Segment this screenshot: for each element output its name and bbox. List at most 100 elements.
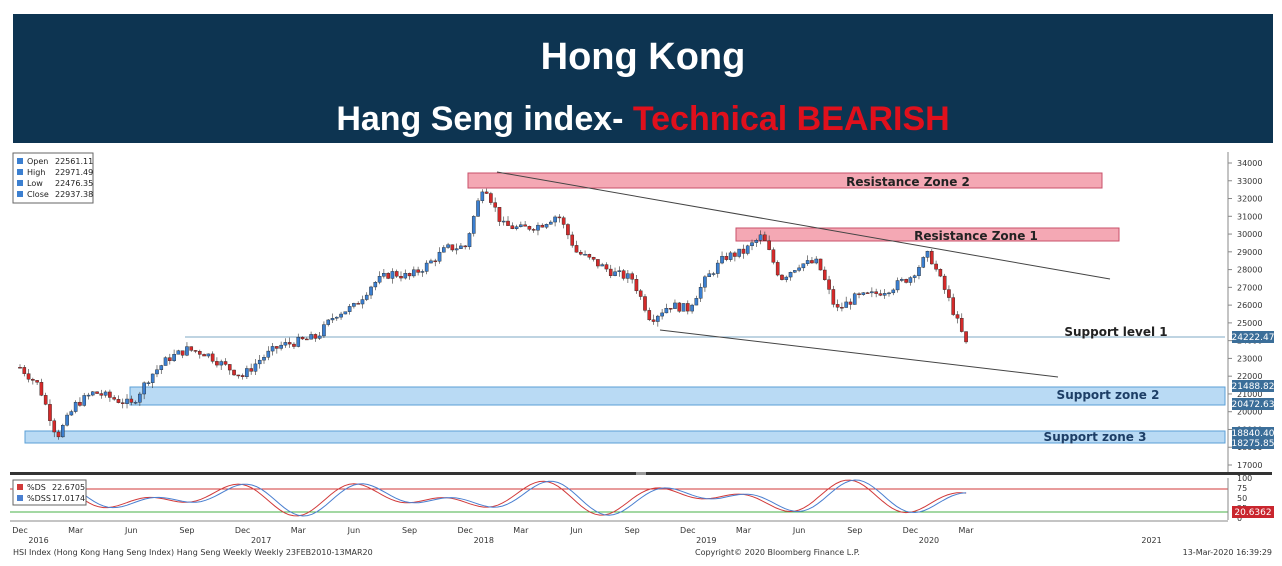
candle-up: [176, 350, 181, 355]
candle-up: [142, 382, 146, 395]
candle-down: [621, 270, 626, 279]
candle-down: [591, 256, 596, 260]
candle-up: [476, 200, 480, 217]
svg-text:%DSS: %DSS: [27, 494, 51, 503]
candle-down: [531, 229, 536, 231]
candle-up: [219, 361, 223, 366]
candle-down: [596, 259, 600, 267]
candle-up: [86, 394, 91, 397]
candle-up: [891, 289, 896, 294]
month-tick-label: Mar: [68, 526, 84, 535]
candle-down: [22, 367, 27, 374]
candle-up: [390, 271, 395, 279]
candle-up: [159, 365, 164, 370]
candle-up: [698, 286, 703, 299]
candle-up: [103, 391, 108, 396]
candle-up: [600, 264, 604, 267]
candle-up: [339, 313, 343, 318]
panel-divider-handle[interactable]: [636, 472, 646, 475]
month-tick-label: Dec: [680, 526, 695, 535]
support-zone-2: [129, 386, 1226, 406]
candle-up: [296, 336, 301, 347]
price-tick-label: 28000: [1237, 266, 1262, 275]
osc-price-tag: 20.6362: [1232, 506, 1274, 518]
candle-up: [459, 245, 463, 249]
price-tick-label: 31000: [1237, 212, 1262, 221]
month-tick-label: Mar: [513, 526, 529, 535]
candle-down: [394, 271, 399, 277]
candle-down: [934, 263, 938, 270]
svg-text:High: High: [27, 168, 45, 177]
candle-up: [917, 267, 921, 276]
candle-up: [150, 373, 155, 383]
candle-up: [681, 303, 686, 312]
osc-tick-label: 50: [1237, 494, 1247, 503]
candle-up: [206, 353, 211, 357]
candle-up: [334, 316, 339, 319]
candle-up: [720, 256, 724, 264]
price-tick-label: 32000: [1237, 195, 1262, 204]
price-tick-label: 21000: [1237, 390, 1262, 399]
price-tag-support3-top: 18840.40: [1232, 427, 1275, 439]
candle-down: [506, 220, 510, 226]
candle-down: [129, 398, 134, 403]
candle-up: [715, 262, 720, 274]
candle-up: [895, 280, 900, 291]
resistance-zone-2: [467, 172, 1103, 189]
candle-up: [707, 273, 712, 278]
candle-up: [745, 245, 750, 254]
candle-down: [433, 260, 438, 263]
candle-down: [643, 296, 647, 311]
candle-up: [65, 414, 69, 426]
candle-down: [638, 290, 643, 297]
candle-up: [270, 346, 275, 352]
month-tick-label: Jun: [124, 526, 138, 535]
candle-up: [172, 354, 176, 361]
candle-down: [26, 373, 31, 380]
candle-up: [750, 242, 754, 247]
candle-up: [887, 292, 891, 295]
subtitle-prefix: Hang Seng index-: [336, 100, 633, 138]
candle-up: [549, 221, 553, 225]
candle-up: [908, 277, 913, 283]
candle-down: [566, 224, 570, 236]
candle-down: [31, 379, 35, 381]
candle-up: [352, 303, 356, 307]
candle-down: [959, 318, 964, 332]
candle-down: [493, 202, 497, 208]
support-zone-3: [24, 430, 1226, 444]
candle-up: [737, 248, 741, 257]
resistance-zone-1: [735, 227, 1120, 242]
price-axis: 1700018000190002000021000220002300024000…: [1228, 159, 1262, 470]
candle-down: [574, 245, 579, 253]
price-tag-support3-bottom: 18275.85: [1232, 437, 1274, 449]
svg-text:21488.82: 21488.82: [1232, 382, 1275, 392]
candle-down: [399, 276, 403, 279]
candle-up: [257, 359, 262, 365]
candle-down: [763, 234, 767, 241]
svg-text:22476.35: 22476.35: [55, 179, 93, 188]
month-tick-label: Jun: [792, 526, 806, 535]
candle-down: [240, 375, 245, 377]
candle-up: [617, 270, 622, 272]
year-tick-label: 2021: [1141, 536, 1161, 545]
candle-down: [523, 224, 527, 227]
candle-down: [857, 293, 861, 295]
candle-down: [450, 244, 455, 251]
candle-up: [912, 275, 917, 278]
candle-down: [942, 275, 947, 290]
candle-down: [634, 279, 639, 292]
time-axis: Dec Mar Jun Sep Dec Mar Jun Sep Dec Mar Jun Sep Dec M…: [12, 526, 1161, 545]
year-tick-label: 2020: [919, 536, 939, 545]
candle-down: [930, 250, 934, 265]
month-tick-label: Sep: [625, 526, 640, 535]
svg-text:22561.11: 22561.11: [55, 157, 93, 166]
month-tick-label: Dec: [903, 526, 918, 535]
candle-up: [583, 254, 587, 256]
candle-down: [78, 401, 82, 406]
candle-down: [202, 354, 206, 357]
candle-up: [382, 273, 386, 277]
candle-up: [377, 276, 382, 283]
candle-down: [831, 289, 836, 305]
candle-down: [416, 269, 420, 273]
